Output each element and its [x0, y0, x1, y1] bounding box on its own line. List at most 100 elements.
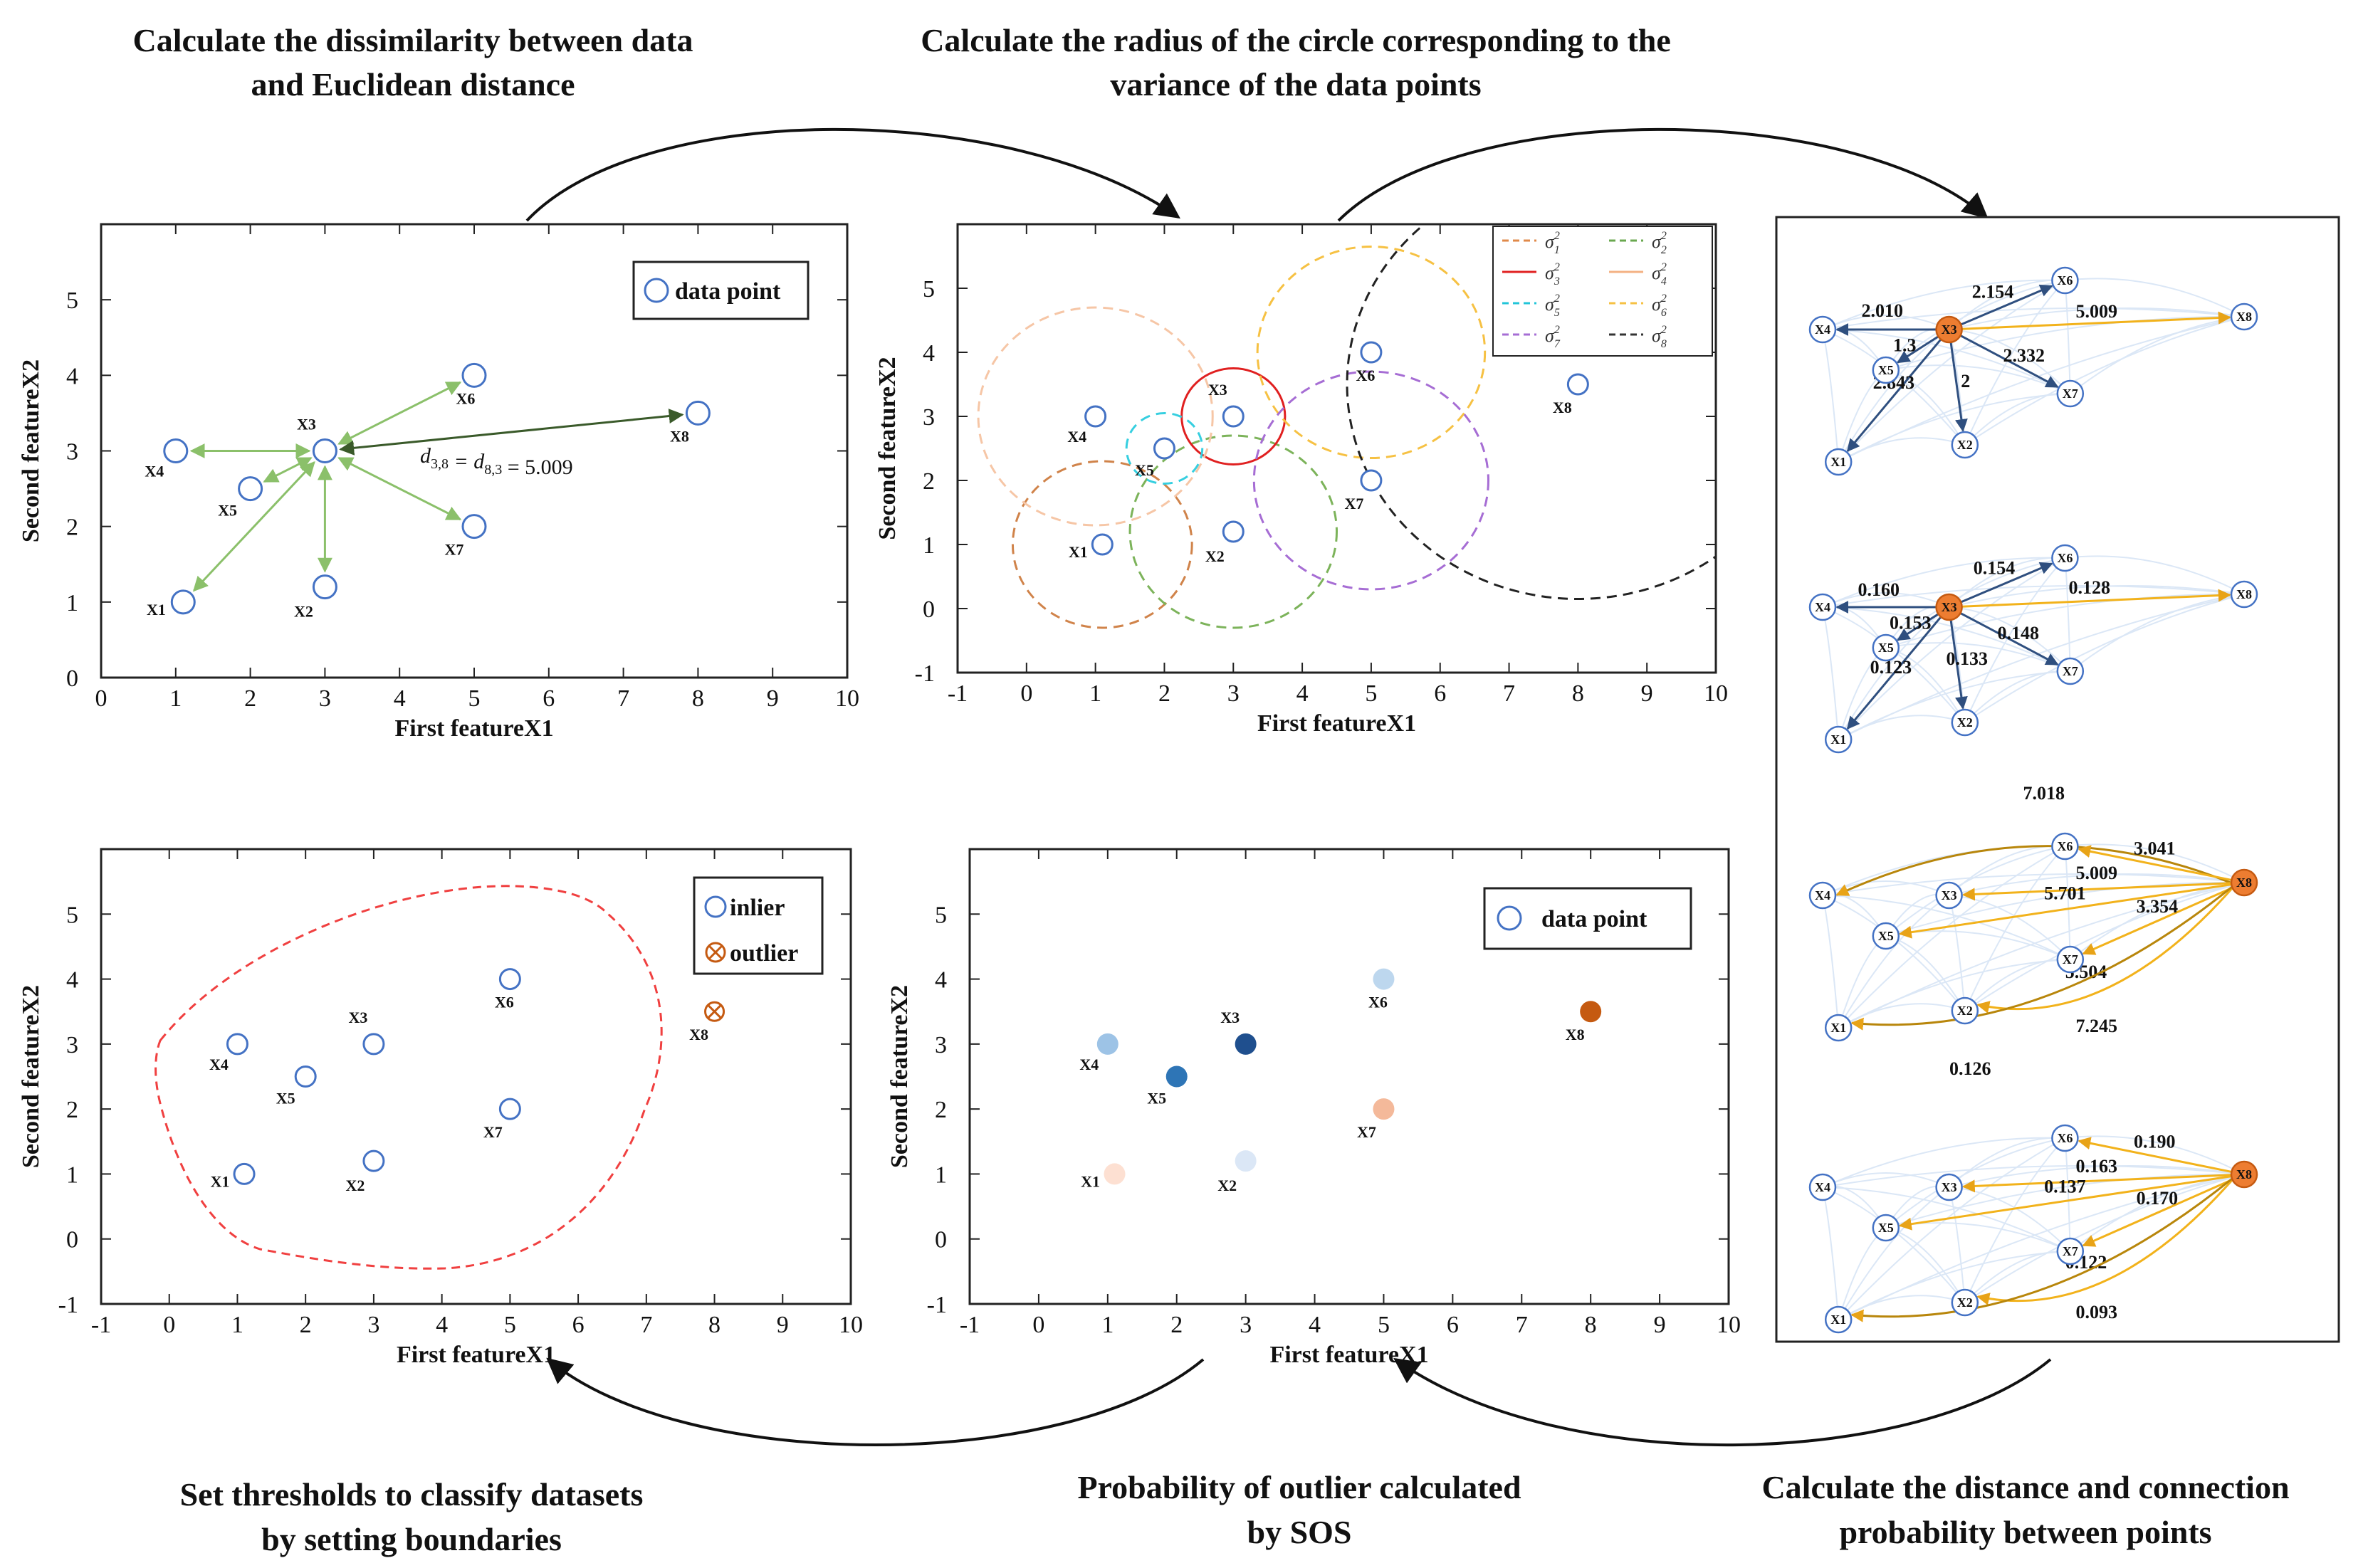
graph-edge-X3-X6 [1960, 284, 2053, 326]
background-edge [1838, 316, 2245, 463]
y-tick-label: 1 [935, 1162, 947, 1188]
graph-edge-X8-X2 [1976, 887, 2233, 1014]
title-top-left-line1: Calculate the dissimilarity between data [132, 22, 693, 58]
point-label-X8: X8 [689, 1026, 708, 1043]
x-tick-label: 0 [1020, 680, 1032, 707]
point-label-X5: X5 [276, 1090, 295, 1107]
x-axis-label: First featureX1 [397, 1342, 555, 1368]
title-bottom-left-line2: by setting boundaries [261, 1521, 562, 1557]
graph-edge-X8-X2 [1976, 1179, 2233, 1305]
x-tick-label: 10 [839, 1312, 863, 1338]
graph-node-label-X1: X1 [1830, 1021, 1846, 1035]
data-point-X5 [238, 476, 263, 502]
point-label-X6: X6 [495, 994, 514, 1011]
legend-sup: 2 [1554, 261, 1560, 273]
y-tick-label: 3 [66, 1032, 78, 1058]
graph-node-X3 [1935, 315, 1963, 344]
edge-label-X3-X2: 0.133 [1946, 648, 1988, 669]
y-tick-label: 5 [935, 902, 947, 928]
point-label-X7: X7 [483, 1123, 503, 1141]
point-label-X3: X3 [1208, 381, 1227, 399]
variance-circle-X5 [1125, 412, 1204, 485]
point-label-X4: X4 [145, 463, 164, 480]
legend-label-7: σ7 2 [1545, 324, 1561, 350]
graph-edge-X8-X3 [1961, 882, 2232, 901]
y-tick-label: 0 [923, 596, 935, 623]
y-tick-label: 5 [66, 902, 78, 928]
background-edge [1822, 557, 2065, 608]
inlier-point-X1 [233, 1162, 256, 1185]
background-edge [1964, 882, 2245, 1011]
background-edge [1838, 280, 2065, 463]
title-bottom-right-line1: Calculate the distance and connection [1761, 1469, 2289, 1505]
graph-node-label-X1: X1 [1830, 455, 1846, 469]
point-label-X7: X7 [445, 541, 464, 559]
legend-label-2: σ2 2 [1652, 230, 1667, 256]
graph-edge-X8-X6 [2078, 1137, 2232, 1173]
graph-node-label-X2: X2 [1957, 1295, 1973, 1310]
graph-node-label-X3: X3 [1942, 600, 1957, 614]
x-tick-label: 10 [835, 685, 859, 712]
legend-outlier-label: outlier [730, 940, 798, 967]
point-label-X1: X1 [147, 601, 166, 619]
graph-node-X6 [2051, 266, 2079, 295]
graph-3: 7.0183.0415.0095.7013.3545.5047.2450.126… [1808, 783, 2258, 1079]
sos-point-X7 [1373, 1098, 1395, 1120]
y-tick-label: 5 [923, 276, 935, 302]
legend-sub: 6 [1661, 307, 1667, 319]
background-edge [1822, 329, 2071, 394]
point-label-X4: X4 [1067, 428, 1086, 446]
x-tick-label: 7 [617, 685, 629, 712]
graph-node-label-X7: X7 [2063, 1244, 2078, 1258]
legend-label-8: σ8 2 [1652, 324, 1667, 350]
graph-node-X8 [2230, 868, 2258, 897]
plot-sos-probability: -1 0 1 2 3 4 5 6 7 8 9 10 -1 0 1 2 3 4 5 First featureX1 Sec… [886, 848, 1741, 1368]
graph-node-X6 [2051, 832, 2079, 861]
plot-variance-circles: -1 0 1 2 3 4 5 6 7 8 9 10 -1 0 1 2 3 4 5 First featureX1 Sec… [874, 223, 1728, 737]
point-label-X4: X4 [209, 1056, 229, 1073]
graph-node-X2 [1951, 708, 1979, 737]
legend-label: data point [675, 278, 781, 305]
x-tick-label: 4 [436, 1312, 448, 1338]
edge-label-X8-X7: 3.354 [2137, 896, 2179, 917]
y-tick-label: 4 [935, 967, 947, 994]
background-edge [1822, 1137, 2065, 1188]
x-tick-label: 1 [231, 1312, 243, 1338]
y-tick-label: 5 [66, 288, 78, 314]
graph-node-X5 [1872, 356, 1900, 384]
variance-circle-X7 [1252, 370, 1489, 591]
legend-sup: 2 [1661, 293, 1667, 305]
legend-sigma: σ [1652, 263, 1662, 283]
graph-node-X8 [2230, 580, 2258, 609]
point-label-X5: X5 [218, 502, 237, 520]
background-edge [1822, 279, 2065, 330]
sos-point-X1 [1104, 1163, 1126, 1185]
graph-node-label-X8: X8 [2236, 875, 2252, 890]
legend-box [1492, 226, 1713, 357]
graph-node-label-X5: X5 [1878, 1221, 1894, 1235]
edge-label-X8-X3: 5.009 [2076, 863, 2118, 883]
background-edge [1949, 1164, 2245, 1188]
legend-sup: 2 [1661, 261, 1667, 273]
graph-node-label-X6: X6 [2057, 273, 2073, 288]
title-top-mid-line2: variance of the data points [1110, 66, 1481, 102]
graph-node-X3 [1935, 593, 1963, 621]
y-tick-label: 0 [66, 665, 78, 692]
background-edge [1838, 594, 2245, 740]
legend-outlier-cross [708, 945, 723, 960]
background-edge [1838, 1174, 2245, 1320]
point-label-X1: X1 [1081, 1172, 1100, 1190]
background-edge [1838, 557, 2065, 740]
y-tick-label: 2 [66, 1097, 78, 1123]
x-axis-label: First featureX1 [394, 715, 553, 742]
graph-edge-X8-X5 [1898, 1175, 2232, 1231]
point-label-X2: X2 [1217, 1177, 1237, 1194]
y-tick-label: 3 [923, 404, 935, 431]
legend-label-5: σ5 2 [1545, 293, 1560, 319]
point-label-X1: X1 [211, 1172, 230, 1190]
graph-node-X4 [1808, 881, 1837, 910]
x-tick-label: 8 [692, 685, 704, 712]
background-edge [2065, 843, 2245, 883]
graph-panel-frame [1775, 216, 2340, 1343]
